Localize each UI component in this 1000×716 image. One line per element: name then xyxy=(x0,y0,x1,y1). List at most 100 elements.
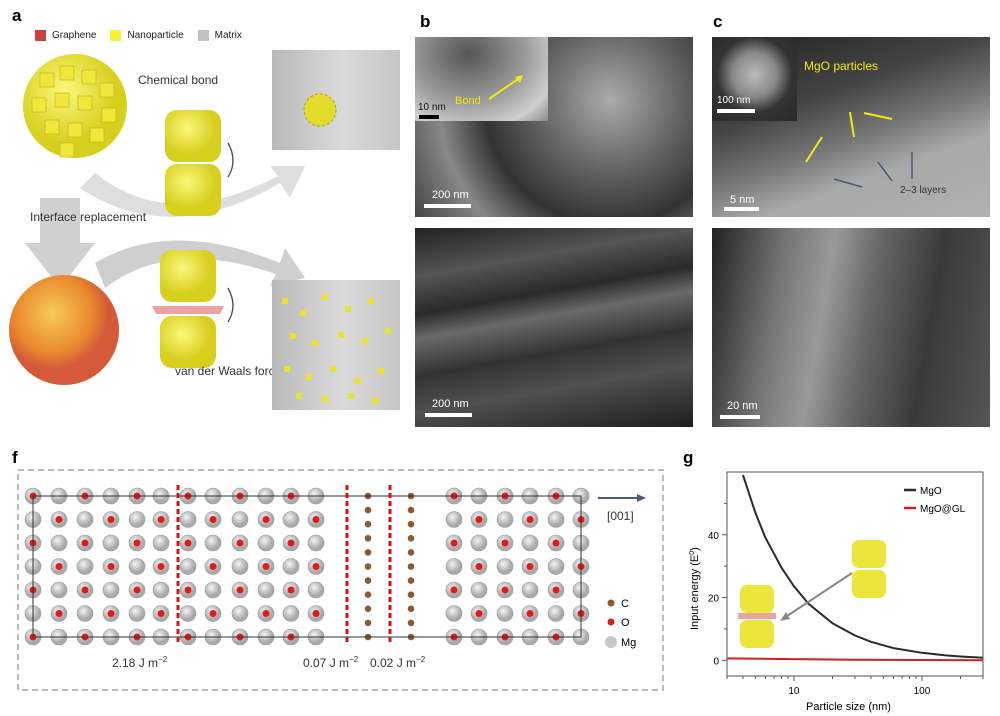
legend-c-label: C xyxy=(621,598,629,610)
o-atom xyxy=(81,586,89,594)
legend-graphene: Graphene xyxy=(35,30,96,41)
o-atom xyxy=(552,539,560,547)
mg-atom xyxy=(307,534,325,552)
y-tick-label: 40 xyxy=(708,531,720,542)
o-atom xyxy=(262,610,270,617)
nanoparticle-cluster xyxy=(23,54,127,158)
mg-atom xyxy=(179,511,197,528)
mg-atom xyxy=(179,558,197,575)
o-atom xyxy=(81,539,89,547)
cube-top-vdw xyxy=(160,250,216,302)
o-atom xyxy=(501,586,509,594)
mg-atom xyxy=(76,558,94,575)
graphene-swatch xyxy=(35,30,46,41)
o-atom xyxy=(262,563,270,570)
annotation-arrows-icon xyxy=(805,111,913,188)
o-atom xyxy=(287,586,295,594)
panel-b-tem-inset: Bond 10 nm xyxy=(415,37,548,121)
mg-atom xyxy=(128,605,146,622)
inset-bonded-cubes xyxy=(852,540,886,598)
mg-atom xyxy=(204,581,222,599)
o-atom xyxy=(157,563,165,570)
y-tick-label: 20 xyxy=(708,594,720,605)
o-atom xyxy=(312,516,320,523)
o-atom xyxy=(209,563,217,570)
o-atom xyxy=(450,586,458,594)
matrix-swatch xyxy=(197,30,209,41)
c-atom xyxy=(407,520,415,528)
panel-f-frame xyxy=(17,469,664,691)
c-atom xyxy=(407,563,415,570)
mg-atom xyxy=(204,534,222,552)
c-atom xyxy=(364,535,372,542)
energy-label-3: 0.02 J m−2 xyxy=(370,655,426,670)
x-tick-label: 10 xyxy=(788,686,800,697)
layers-annotation: 2–3 layers xyxy=(900,185,947,196)
c-atom xyxy=(364,577,372,584)
o-atom xyxy=(262,516,270,523)
panel-label-a: a xyxy=(12,6,22,25)
mg-atom xyxy=(521,534,539,552)
c-atom xyxy=(364,549,372,556)
panel-label-g: g xyxy=(683,448,694,467)
o-atom xyxy=(107,610,115,617)
mg-atom xyxy=(470,581,488,599)
panel-c-inset: 100 nm xyxy=(712,37,797,121)
mg-atom xyxy=(496,511,514,528)
graphene-layer xyxy=(152,306,224,314)
mg-atom xyxy=(547,605,565,622)
legend-label-mgo-gl: MgO@GL xyxy=(920,504,966,515)
mg-atom xyxy=(521,581,539,599)
series-line-mgo-gl xyxy=(726,657,984,662)
c-atom xyxy=(407,605,415,613)
inset-vdw-cubes xyxy=(738,585,776,648)
series-line-mgo xyxy=(742,474,984,659)
panel-d-sem-image: 200 nm xyxy=(415,228,693,427)
vdw-label: van der Waals force xyxy=(175,364,282,378)
o-atom xyxy=(209,610,217,617)
c-atom xyxy=(407,506,415,514)
matrix-box-dispersed xyxy=(272,280,400,410)
o-atom xyxy=(526,610,534,617)
legend-o-label: O xyxy=(621,617,630,629)
o-atom xyxy=(133,539,141,547)
c-atom xyxy=(364,563,372,570)
energy-label-2: 0.07 J m−2 xyxy=(303,655,359,670)
scale-text: 200 nm xyxy=(432,398,469,410)
y-tick-label: 0 xyxy=(713,656,719,667)
inset-scale-text: 100 nm xyxy=(717,95,751,106)
c-atom xyxy=(407,535,415,542)
o-atom xyxy=(475,563,483,570)
panel-f-legend: C O Mg xyxy=(605,598,636,649)
o-atom xyxy=(184,586,192,594)
mg-atom xyxy=(128,511,146,528)
legend-nanoparticle: Nanoparticle xyxy=(110,30,184,41)
cube-top xyxy=(165,110,221,162)
o-atom xyxy=(312,563,320,570)
mg-atom xyxy=(547,511,565,528)
nanoparticle-swatch xyxy=(110,30,122,41)
x-axis-label: Particle size (nm) xyxy=(806,701,891,713)
o-atom xyxy=(236,539,244,547)
o-atom xyxy=(209,516,217,523)
o-atom xyxy=(55,610,63,617)
panel-g-chart: 0 20 40 10 100 MgO MgO@GL Particle size (nm)… xyxy=(689,471,984,713)
mg-atom xyxy=(282,511,300,528)
scale-text: 200 nm xyxy=(432,189,469,201)
scale-bar xyxy=(720,415,760,419)
o-atom xyxy=(475,610,483,617)
interface-replacement-label: Interface replacement xyxy=(30,210,147,224)
mg-atom xyxy=(152,534,170,552)
o-atom xyxy=(184,539,192,547)
mg-atom xyxy=(231,605,249,622)
mg-atom xyxy=(445,511,463,528)
legend-label: Matrix xyxy=(214,30,242,41)
c-atom xyxy=(364,506,372,514)
legend-o-dot xyxy=(607,618,615,626)
panel-c-tem-image: 100 nm MgO particles 2–3 layers 5 nm xyxy=(712,37,990,217)
flow-arrow-bottom xyxy=(95,240,305,288)
flow-arrow-down xyxy=(25,198,95,288)
legend-label-mgo: MgO xyxy=(920,486,942,497)
o-atom xyxy=(55,516,63,523)
inset-arrow xyxy=(783,572,853,619)
